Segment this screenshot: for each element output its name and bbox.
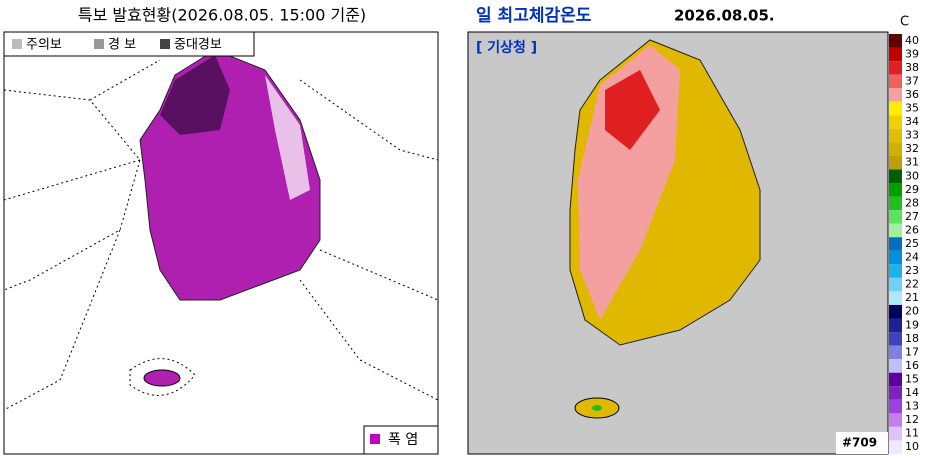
colorbar-label: 12 bbox=[905, 413, 919, 426]
jeju-cool-spot bbox=[592, 405, 602, 411]
code-box bbox=[836, 432, 888, 454]
colorbar-label: 10 bbox=[905, 440, 919, 453]
hottest-zone bbox=[605, 70, 660, 150]
sea-zones bbox=[3, 59, 439, 411]
code-label: #709 bbox=[842, 436, 877, 450]
hazard-swatch bbox=[370, 434, 380, 444]
colorbar-label: 34 bbox=[905, 115, 919, 128]
legend-label: 중대경보 bbox=[174, 38, 222, 53]
colorbar-swatch bbox=[889, 34, 902, 48]
colorbar-swatch bbox=[889, 101, 902, 116]
colorbar-swatch bbox=[889, 210, 902, 224]
colorbar-label: 15 bbox=[905, 372, 919, 385]
colorbar-swatch bbox=[889, 237, 902, 251]
colorbar-swatch bbox=[889, 291, 902, 305]
alert-legend-box bbox=[3, 31, 255, 57]
hazard-label: 폭 염 bbox=[388, 432, 418, 448]
right-title: 일 최고체감온도 bbox=[476, 6, 592, 26]
colorbar-label: 27 bbox=[905, 210, 919, 223]
colorbar-swatch bbox=[889, 128, 902, 143]
colorbar-label: 31 bbox=[905, 156, 919, 169]
colorbar-label: 38 bbox=[905, 61, 919, 74]
colorbar-unit: C bbox=[900, 15, 909, 30]
legend-swatch bbox=[94, 39, 104, 49]
colorbar-swatch bbox=[889, 318, 902, 333]
colorbar-swatch bbox=[889, 250, 902, 265]
colorbar-swatch bbox=[889, 47, 902, 62]
colorbar-label: 36 bbox=[905, 88, 919, 101]
colorbar-swatch bbox=[889, 304, 902, 319]
colorbar-label: 22 bbox=[905, 278, 919, 291]
colorbar-label: 20 bbox=[905, 305, 919, 318]
colorbar-label: 30 bbox=[905, 169, 919, 182]
colorbar-swatch bbox=[889, 332, 902, 346]
colorbar-swatch bbox=[889, 169, 902, 184]
severe-alert-area bbox=[160, 55, 230, 135]
source-label: [ 기상청 ] bbox=[476, 40, 537, 56]
colorbar-swatch bbox=[889, 277, 902, 292]
colorbar-swatch bbox=[889, 223, 902, 238]
colorbar-swatch bbox=[889, 359, 902, 373]
colorbar-label: 33 bbox=[905, 129, 919, 142]
colorbar-label: 29 bbox=[905, 183, 919, 196]
colorbar-label: 16 bbox=[905, 359, 919, 372]
colorbar-label: 23 bbox=[905, 264, 919, 277]
colorbar-swatch bbox=[889, 386, 902, 400]
colorbar-label: 24 bbox=[905, 251, 919, 264]
colorbar-swatch bbox=[889, 440, 902, 454]
colorbar-label: 32 bbox=[905, 142, 919, 155]
colorbar-swatch bbox=[889, 264, 902, 278]
legend-label: 주의보 bbox=[26, 38, 62, 53]
colorbar-label: 21 bbox=[905, 291, 919, 304]
colorbar-swatch bbox=[889, 183, 902, 197]
colorbar-swatch bbox=[889, 115, 902, 129]
alert-legend: 주의보 경 보 중대경보 bbox=[12, 38, 222, 53]
colorbar-label: 39 bbox=[905, 47, 919, 60]
colorbar-label: 35 bbox=[905, 102, 919, 115]
colorbar-label: 25 bbox=[905, 237, 919, 250]
colorbar-swatch bbox=[889, 61, 902, 75]
legend-swatch bbox=[12, 39, 22, 49]
colorbar-label: 11 bbox=[905, 427, 919, 440]
colorbar-label: 40 bbox=[905, 34, 919, 47]
colorbar-swatch bbox=[889, 413, 902, 427]
jeju-alert bbox=[143, 369, 181, 387]
colorbar: 4039383736353433323130292827262524232221… bbox=[889, 34, 919, 454]
colorbar-swatch bbox=[889, 88, 902, 102]
legend-swatch bbox=[160, 39, 170, 49]
legend-label: 경 보 bbox=[108, 38, 136, 53]
advisory-area bbox=[265, 75, 310, 200]
right-date: 2026.08.05. bbox=[674, 7, 775, 25]
colorbar-label: 19 bbox=[905, 318, 919, 331]
colorbar-label: 37 bbox=[905, 74, 919, 87]
colorbar-swatch bbox=[889, 74, 902, 89]
colorbar-label: 14 bbox=[905, 386, 919, 399]
colorbar-swatch bbox=[889, 345, 902, 360]
left-title: 특보 발효현황(2026.08.05. 15:00 기준) bbox=[78, 6, 366, 25]
colorbar-label: 28 bbox=[905, 196, 919, 209]
colorbar-label: 18 bbox=[905, 332, 919, 345]
colorbar-swatch bbox=[889, 142, 902, 156]
colorbar-swatch bbox=[889, 426, 902, 441]
colorbar-label: 13 bbox=[905, 400, 919, 413]
colorbar-label: 26 bbox=[905, 223, 919, 236]
colorbar-swatch bbox=[889, 372, 902, 387]
colorbar-label: 17 bbox=[905, 345, 919, 358]
colorbar-swatch bbox=[889, 399, 902, 414]
colorbar-swatch bbox=[889, 155, 902, 170]
colorbar-swatch bbox=[889, 196, 902, 211]
